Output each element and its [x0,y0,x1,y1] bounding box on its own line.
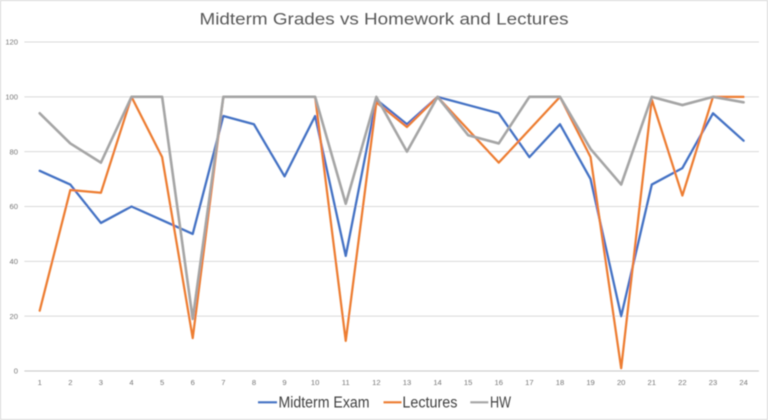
svg-text:13: 13 [403,378,411,387]
svg-text:Lectures: Lectures [402,395,457,412]
svg-text:60: 60 [10,202,18,211]
svg-text:17: 17 [525,378,533,387]
svg-text:10: 10 [311,378,319,387]
svg-text:22: 22 [678,378,686,387]
svg-text:120: 120 [5,38,18,47]
svg-text:14: 14 [433,378,441,387]
svg-text:Midterm Grades vs Homework and: Midterm Grades vs Homework and Lectures [200,10,569,28]
svg-text:11: 11 [342,378,350,387]
svg-text:24: 24 [739,378,747,387]
svg-text:8: 8 [252,378,256,387]
svg-text:100: 100 [5,93,18,102]
svg-text:HW: HW [490,395,511,412]
svg-text:12: 12 [372,378,380,387]
svg-text:6: 6 [191,378,195,387]
svg-text:16: 16 [495,378,503,387]
svg-text:18: 18 [556,378,564,387]
svg-text:5: 5 [160,378,164,387]
svg-text:23: 23 [709,378,717,387]
svg-text:40: 40 [10,257,18,266]
svg-text:21: 21 [648,378,656,387]
svg-text:Midterm Exam: Midterm Exam [279,395,370,412]
svg-text:1: 1 [38,378,42,387]
svg-text:80: 80 [10,147,18,156]
svg-text:20: 20 [617,378,625,387]
svg-text:9: 9 [282,378,286,387]
svg-text:19: 19 [586,378,594,387]
svg-text:20: 20 [10,312,18,321]
svg-text:15: 15 [464,378,472,387]
svg-text:2: 2 [68,378,72,387]
svg-text:3: 3 [99,378,103,387]
svg-text:4: 4 [129,378,133,387]
svg-text:7: 7 [221,378,225,387]
svg-text:0: 0 [14,367,18,376]
